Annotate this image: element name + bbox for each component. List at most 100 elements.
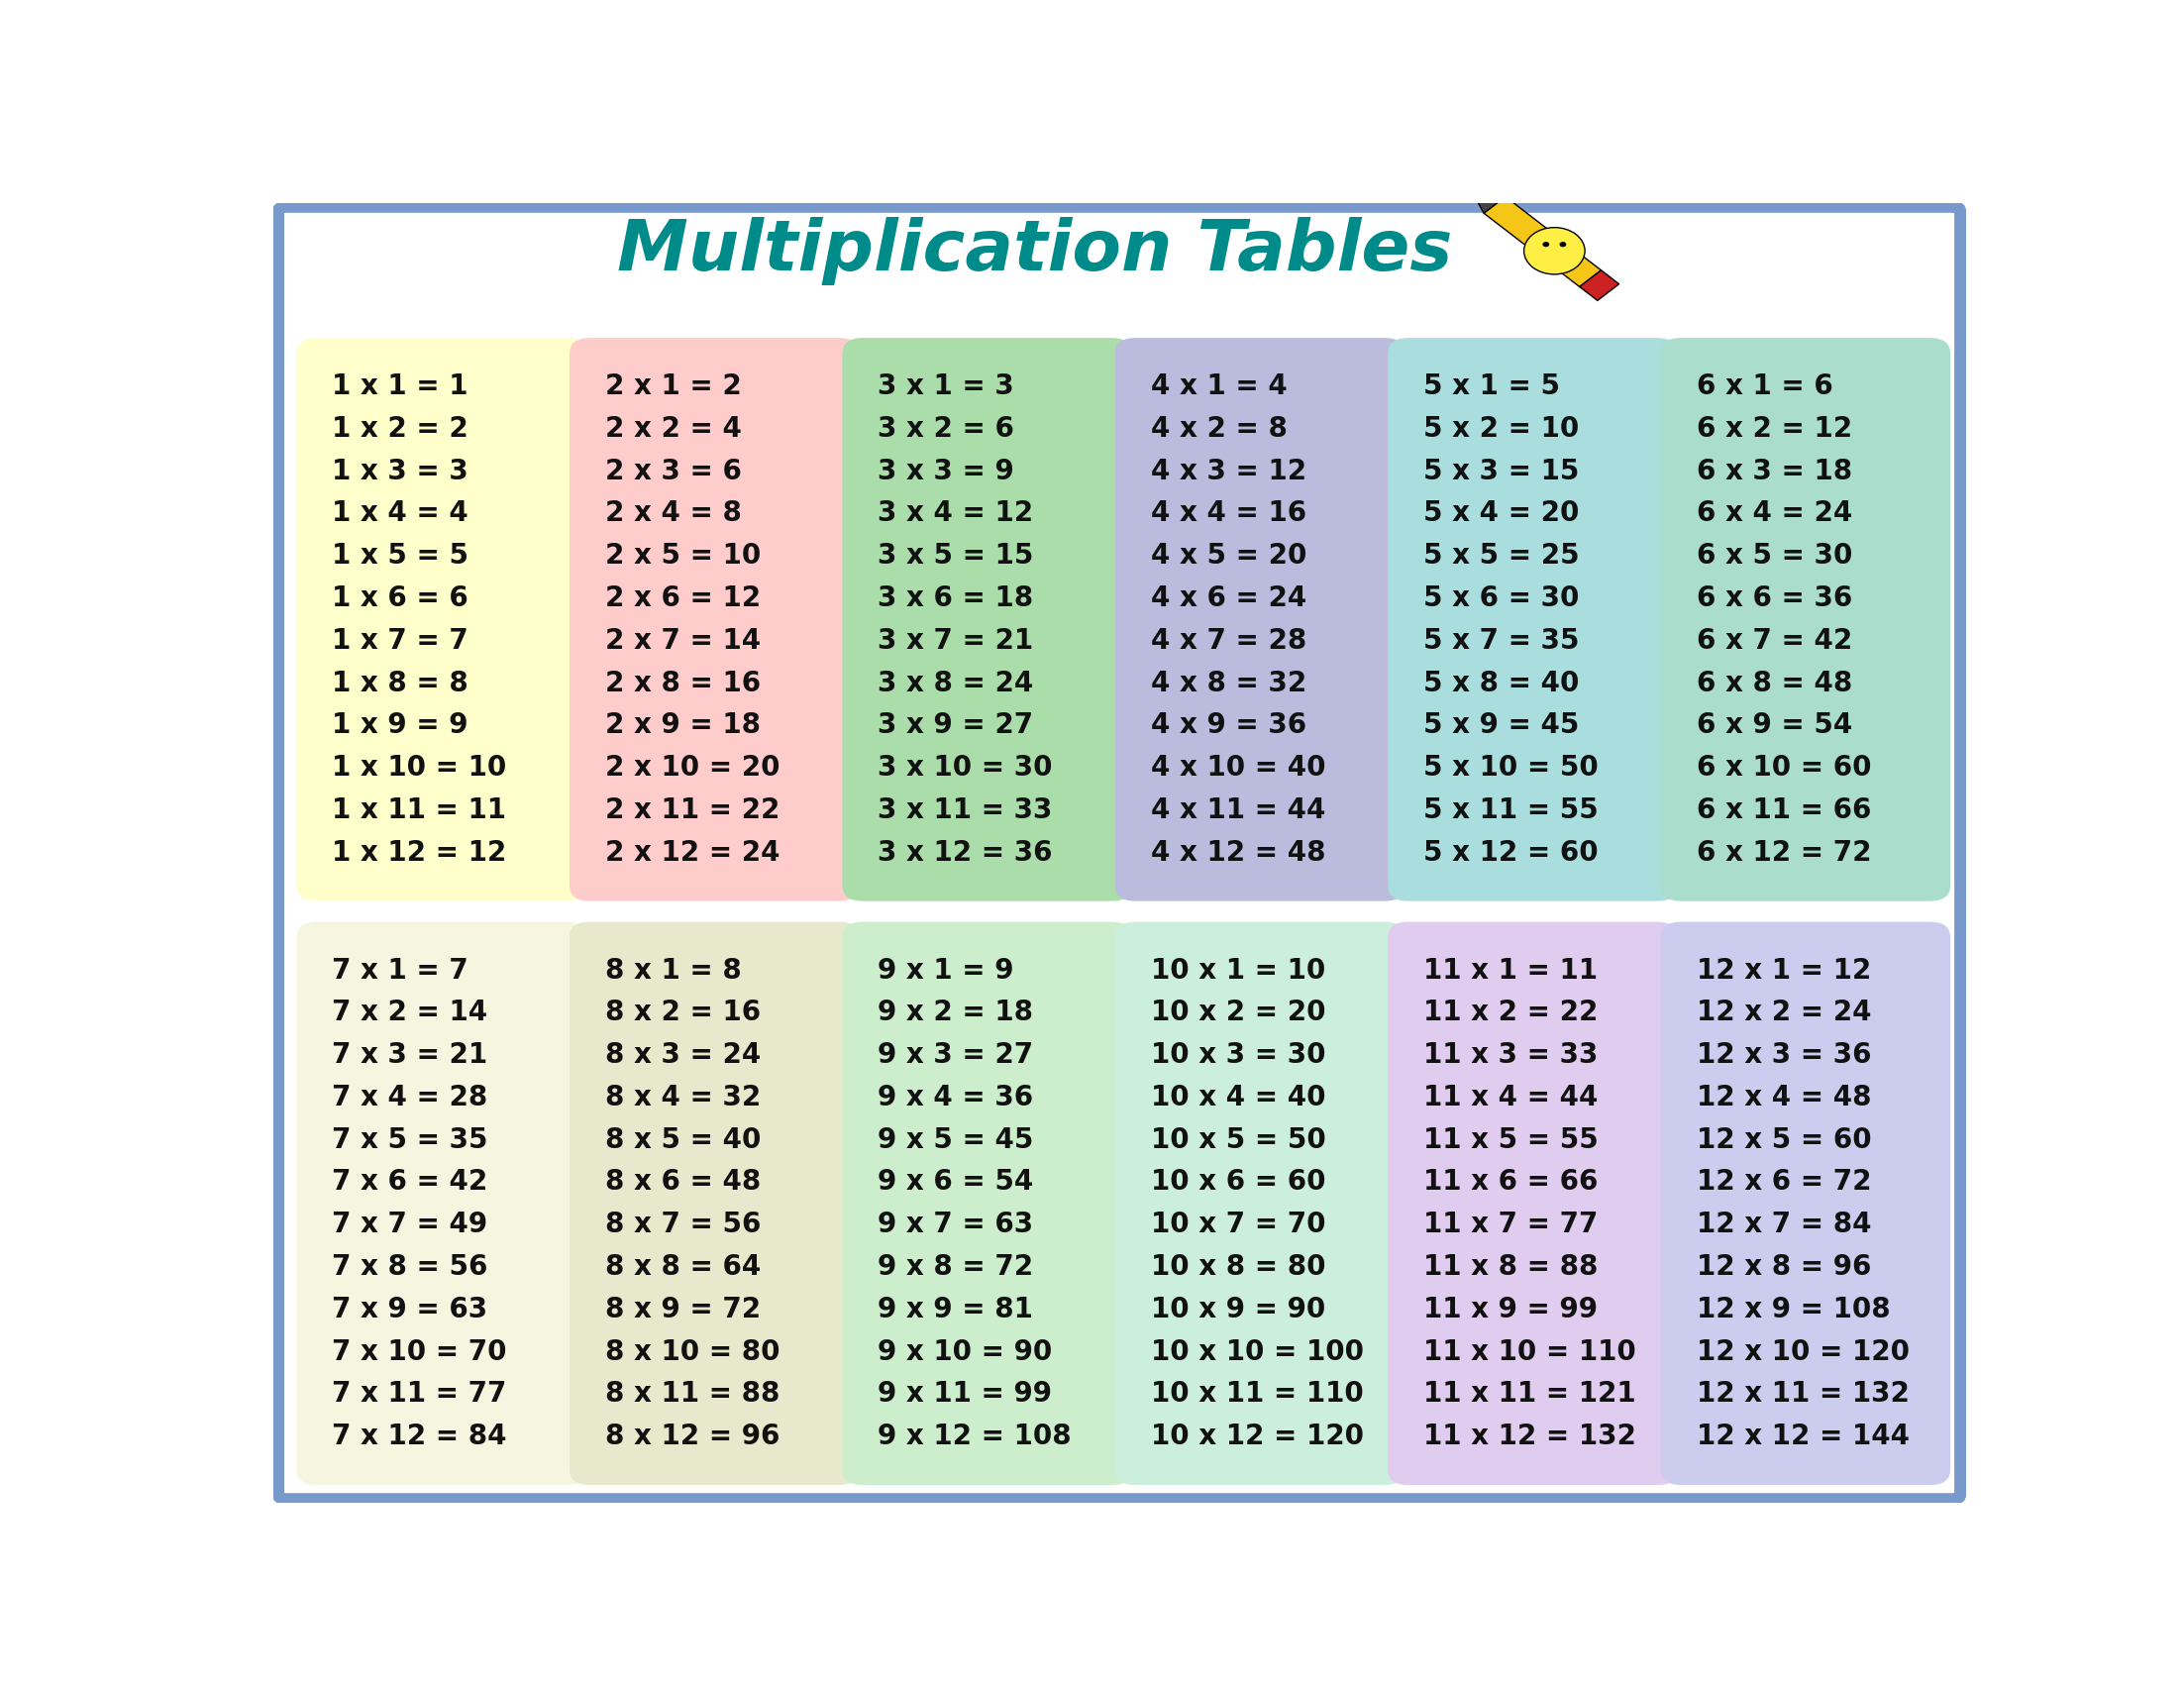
Text: 5 x 1 = 5: 5 x 1 = 5 [1424,373,1559,400]
Text: 8 x 7 = 56: 8 x 7 = 56 [605,1211,760,1238]
FancyBboxPatch shape [1387,338,1677,900]
Text: 12 x 3 = 36: 12 x 3 = 36 [1697,1040,1872,1069]
Text: 5 x 6 = 30: 5 x 6 = 30 [1424,584,1579,611]
Text: 9 x 9 = 81: 9 x 9 = 81 [878,1295,1033,1322]
Text: 2 x 10 = 20: 2 x 10 = 20 [605,753,780,782]
Text: 11 x 6 = 66: 11 x 6 = 66 [1424,1169,1599,1196]
Text: 11 x 12 = 132: 11 x 12 = 132 [1424,1422,1636,1451]
Text: 1 x 2 = 2: 1 x 2 = 2 [332,415,470,443]
Text: 2 x 7 = 14: 2 x 7 = 14 [605,627,760,655]
Text: 5 x 10 = 50: 5 x 10 = 50 [1424,753,1599,782]
Text: 9 x 8 = 72: 9 x 8 = 72 [878,1253,1033,1280]
Text: 12 x 1 = 12: 12 x 1 = 12 [1697,956,1872,985]
Text: 2 x 1 = 2: 2 x 1 = 2 [605,373,743,400]
Text: 12 x 8 = 96: 12 x 8 = 96 [1697,1253,1872,1280]
Text: 12 x 4 = 48: 12 x 4 = 48 [1697,1084,1872,1111]
Text: 8 x 4 = 32: 8 x 4 = 32 [605,1084,760,1111]
Text: 8 x 9 = 72: 8 x 9 = 72 [605,1295,760,1322]
Text: 3 x 10 = 30: 3 x 10 = 30 [878,753,1053,782]
Text: 5 x 11 = 55: 5 x 11 = 55 [1424,796,1599,824]
Text: 3 x 11 = 33: 3 x 11 = 33 [878,796,1053,824]
Text: 11 x 11 = 121: 11 x 11 = 121 [1424,1380,1636,1409]
Text: Multiplication Tables: Multiplication Tables [618,216,1452,285]
Text: 8 x 10 = 80: 8 x 10 = 80 [605,1338,780,1366]
Text: 4 x 5 = 20: 4 x 5 = 20 [1151,542,1306,569]
FancyBboxPatch shape [1387,922,1677,1485]
Text: 11 x 3 = 33: 11 x 3 = 33 [1424,1040,1599,1069]
Text: 11 x 1 = 11: 11 x 1 = 11 [1424,956,1599,985]
Text: 7 x 8 = 56: 7 x 8 = 56 [332,1253,487,1280]
Text: 6 x 1 = 6: 6 x 1 = 6 [1697,373,1832,400]
Text: 8 x 8 = 64: 8 x 8 = 64 [605,1253,760,1280]
Text: 7 x 11 = 77: 7 x 11 = 77 [332,1380,507,1409]
Circle shape [1524,228,1586,274]
Text: 4 x 1 = 4: 4 x 1 = 4 [1151,373,1286,400]
Text: 12 x 12 = 144: 12 x 12 = 144 [1697,1422,1909,1451]
Text: 7 x 12 = 84: 7 x 12 = 84 [332,1422,507,1451]
Text: 3 x 3 = 9: 3 x 3 = 9 [878,458,1013,485]
Text: 4 x 8 = 32: 4 x 8 = 32 [1151,669,1306,698]
Text: 8 x 2 = 16: 8 x 2 = 16 [605,998,760,1027]
Text: 9 x 12 = 108: 9 x 12 = 108 [878,1422,1072,1451]
Text: 6 x 4 = 24: 6 x 4 = 24 [1697,500,1852,527]
Text: 6 x 7 = 42: 6 x 7 = 42 [1697,627,1852,655]
FancyBboxPatch shape [1660,922,1950,1485]
Text: 6 x 10 = 60: 6 x 10 = 60 [1697,753,1872,782]
Text: 3 x 9 = 27: 3 x 9 = 27 [878,711,1033,740]
Text: 10 x 3 = 30: 10 x 3 = 30 [1151,1040,1326,1069]
Text: 12 x 7 = 84: 12 x 7 = 84 [1697,1211,1872,1238]
Text: 1 x 4 = 4: 1 x 4 = 4 [332,500,470,527]
FancyBboxPatch shape [1116,922,1404,1485]
Text: 7 x 7 = 49: 7 x 7 = 49 [332,1211,487,1238]
Text: 1 x 12 = 12: 1 x 12 = 12 [332,839,507,866]
Text: 1 x 6 = 6: 1 x 6 = 6 [332,584,470,611]
Text: 10 x 2 = 20: 10 x 2 = 20 [1151,998,1326,1027]
Text: 12 x 11 = 132: 12 x 11 = 132 [1697,1380,1909,1409]
FancyBboxPatch shape [843,922,1131,1485]
Text: 9 x 1 = 9: 9 x 1 = 9 [878,956,1013,985]
Text: 4 x 2 = 8: 4 x 2 = 8 [1151,415,1286,443]
Text: 3 x 4 = 12: 3 x 4 = 12 [878,500,1033,527]
Text: 10 x 4 = 40: 10 x 4 = 40 [1151,1084,1326,1111]
Text: 10 x 11 = 110: 10 x 11 = 110 [1151,1380,1363,1409]
Text: 3 x 5 = 15: 3 x 5 = 15 [878,542,1033,569]
Text: 11 x 7 = 77: 11 x 7 = 77 [1424,1211,1599,1238]
Text: 10 x 8 = 80: 10 x 8 = 80 [1151,1253,1326,1280]
Text: 3 x 6 = 18: 3 x 6 = 18 [878,584,1033,611]
Text: 4 x 9 = 36: 4 x 9 = 36 [1151,711,1306,740]
Text: 4 x 3 = 12: 4 x 3 = 12 [1151,458,1306,485]
Text: 7 x 1 = 7: 7 x 1 = 7 [332,956,470,985]
Text: 10 x 9 = 90: 10 x 9 = 90 [1151,1295,1326,1322]
Text: 5 x 12 = 60: 5 x 12 = 60 [1424,839,1599,866]
Text: 6 x 5 = 30: 6 x 5 = 30 [1697,542,1852,569]
Text: 12 x 9 = 108: 12 x 9 = 108 [1697,1295,1889,1322]
Text: 5 x 8 = 40: 5 x 8 = 40 [1424,669,1579,698]
Text: 3 x 8 = 24: 3 x 8 = 24 [878,669,1033,698]
Text: 1 x 8 = 8: 1 x 8 = 8 [332,669,470,698]
Polygon shape [1483,196,1601,287]
FancyBboxPatch shape [570,922,858,1485]
Polygon shape [1468,184,1505,213]
Polygon shape [1579,270,1618,301]
Text: 11 x 8 = 88: 11 x 8 = 88 [1424,1253,1599,1280]
Text: 12 x 5 = 60: 12 x 5 = 60 [1697,1127,1872,1154]
Text: 8 x 12 = 96: 8 x 12 = 96 [605,1422,780,1451]
Text: 2 x 3 = 6: 2 x 3 = 6 [605,458,743,485]
Text: 4 x 6 = 24: 4 x 6 = 24 [1151,584,1306,611]
Text: 12 x 6 = 72: 12 x 6 = 72 [1697,1169,1872,1196]
Text: 9 x 7 = 63: 9 x 7 = 63 [878,1211,1033,1238]
Text: 3 x 2 = 6: 3 x 2 = 6 [878,415,1013,443]
Text: 10 x 7 = 70: 10 x 7 = 70 [1151,1211,1326,1238]
Text: 11 x 2 = 22: 11 x 2 = 22 [1424,998,1599,1027]
Text: 5 x 2 = 10: 5 x 2 = 10 [1424,415,1579,443]
FancyBboxPatch shape [277,206,1961,1500]
Text: 8 x 11 = 88: 8 x 11 = 88 [605,1380,780,1409]
Text: 11 x 10 = 110: 11 x 10 = 110 [1424,1338,1636,1366]
Text: 5 x 9 = 45: 5 x 9 = 45 [1424,711,1579,740]
Text: 1 x 11 = 11: 1 x 11 = 11 [332,796,507,824]
Text: 9 x 6 = 54: 9 x 6 = 54 [878,1169,1033,1196]
Text: 8 x 5 = 40: 8 x 5 = 40 [605,1127,760,1154]
Text: 6 x 3 = 18: 6 x 3 = 18 [1697,458,1852,485]
Text: 12 x 2 = 24: 12 x 2 = 24 [1697,998,1872,1027]
Text: 2 x 9 = 18: 2 x 9 = 18 [605,711,760,740]
